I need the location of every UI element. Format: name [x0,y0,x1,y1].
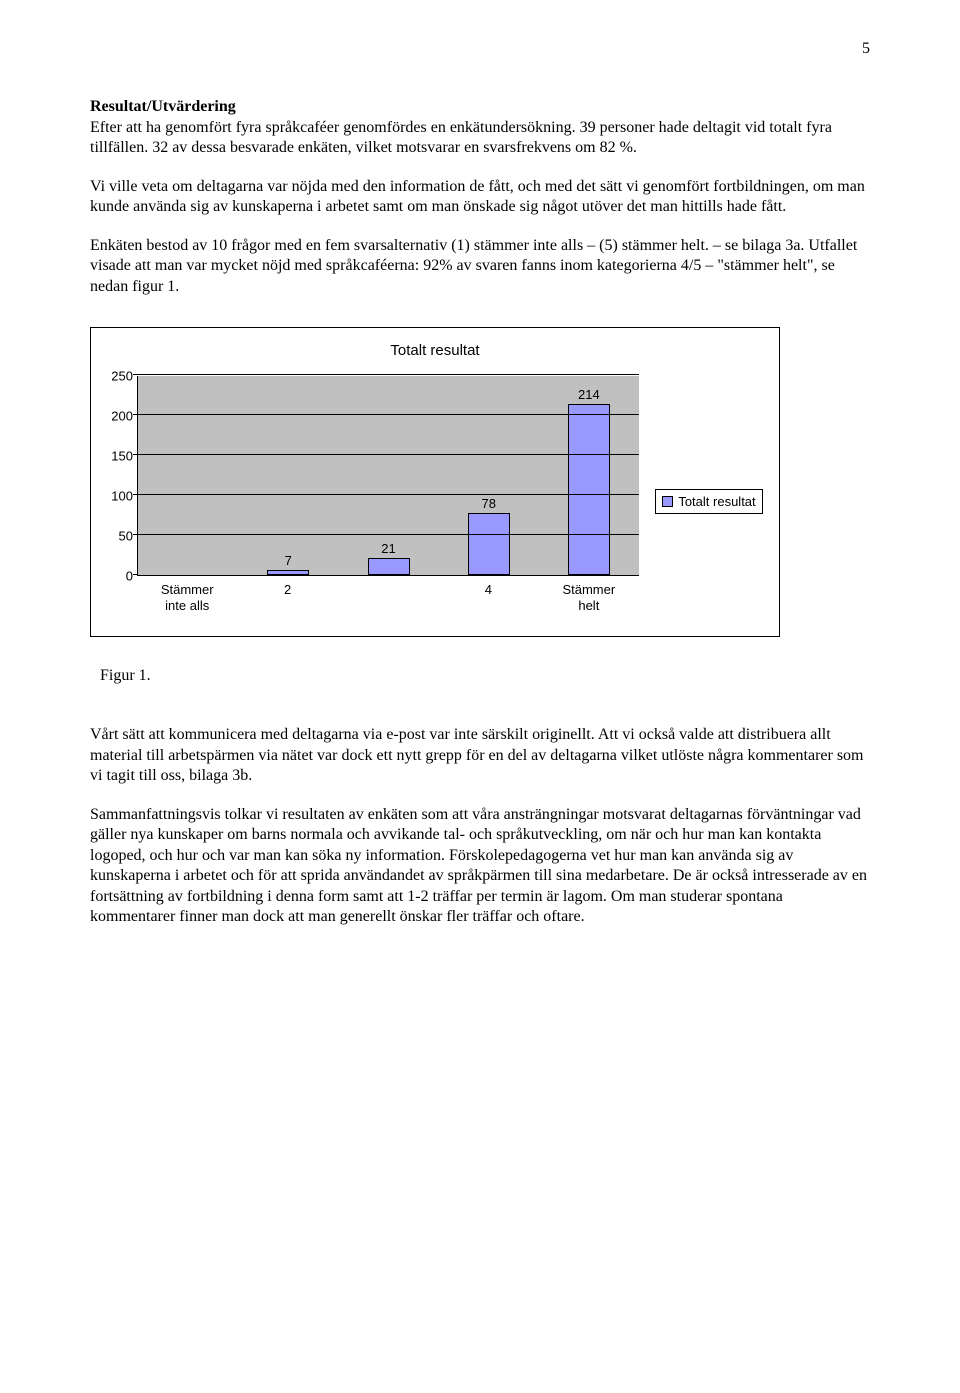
paragraph-4: Vårt sätt att kommunicera med deltagarna… [90,725,870,786]
y-tick-mark [133,574,138,575]
bar-value-label: 21 [381,541,395,556]
chart-title: Totalt resultat [91,328,779,359]
x-tick-label: Stämmerinte alls [137,576,237,613]
page-number: 5 [90,40,870,58]
bar-value-label: 214 [578,387,600,402]
figure-caption: Figur 1. [100,667,870,685]
y-tick-mark [133,494,138,495]
bar-slot [138,376,238,575]
y-tick-label: 200 [111,409,133,424]
y-tick-mark [133,374,138,375]
y-tick-label: 50 [119,529,133,544]
paragraph-3: Enkäten bestod av 10 frågor med en fem s… [90,236,870,297]
plot-area: 7 21 78 214 [137,376,639,576]
paragraph-5: Sammanfattningsvis tolkar vi resultaten … [90,805,870,928]
grid-line [138,454,639,455]
chart-container: Totalt resultat 050100150200250 72178214… [90,327,780,637]
grid-line [138,534,639,535]
y-tick-label: 100 [111,489,133,504]
x-tick-label: 2 [237,576,337,613]
y-tick-mark [133,534,138,535]
bar: 7 [267,570,309,576]
paragraph-1: Efter att ha genomfört fyra språkcaféer … [90,118,870,159]
legend: Totalt resultat [639,376,769,626]
bars-row: 7 21 78 214 [138,376,639,575]
bar-value-label: 78 [481,496,495,511]
paragraph-2: Vi ville veta om deltagarna var nöjda me… [90,177,870,218]
x-tick-label [338,576,438,613]
legend-swatch [662,496,673,507]
y-tick-mark [133,414,138,415]
bar-slot: 21 [338,376,438,575]
bar-slot: 7 [238,376,338,575]
legend-box: Totalt resultat [655,489,762,514]
bar-slot: 214 [539,376,639,575]
bar: 214 [568,404,610,575]
grid-line [138,374,639,375]
x-tick-label: 4 [438,576,538,613]
section-heading: Resultat/Utvärdering [90,98,870,116]
y-axis-and-plot: 050100150200250 72178214 Stämmerinte all… [101,376,639,626]
bar: 78 [468,513,510,575]
grid-line [138,414,639,415]
y-tick-label: 150 [111,449,133,464]
y-axis: 050100150200250 [101,376,137,576]
chart-inner: 050100150200250 72178214 Stämmerinte all… [101,376,769,626]
y-tick-label: 250 [111,369,133,384]
y-tick-mark [133,454,138,455]
bar-slot: 78 [439,376,539,575]
y-tick-label: 0 [126,569,133,584]
x-axis: Stämmerinte alls2 4Stämmerhelt [137,576,639,613]
legend-label: Totalt resultat [678,494,755,509]
grid-line [138,494,639,495]
x-tick-label: Stämmerhelt [539,576,639,613]
bar: 21 [368,558,410,575]
bar-value-label: 7 [285,553,292,568]
